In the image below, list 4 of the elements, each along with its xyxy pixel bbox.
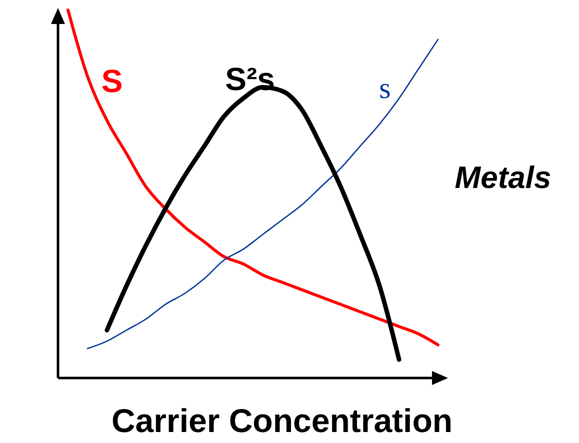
series-label: S <box>101 63 123 99</box>
series-label: s <box>379 72 391 105</box>
text: Metals <box>454 160 552 195</box>
x-axis-title: Carrier Concentration <box>111 402 453 439</box>
